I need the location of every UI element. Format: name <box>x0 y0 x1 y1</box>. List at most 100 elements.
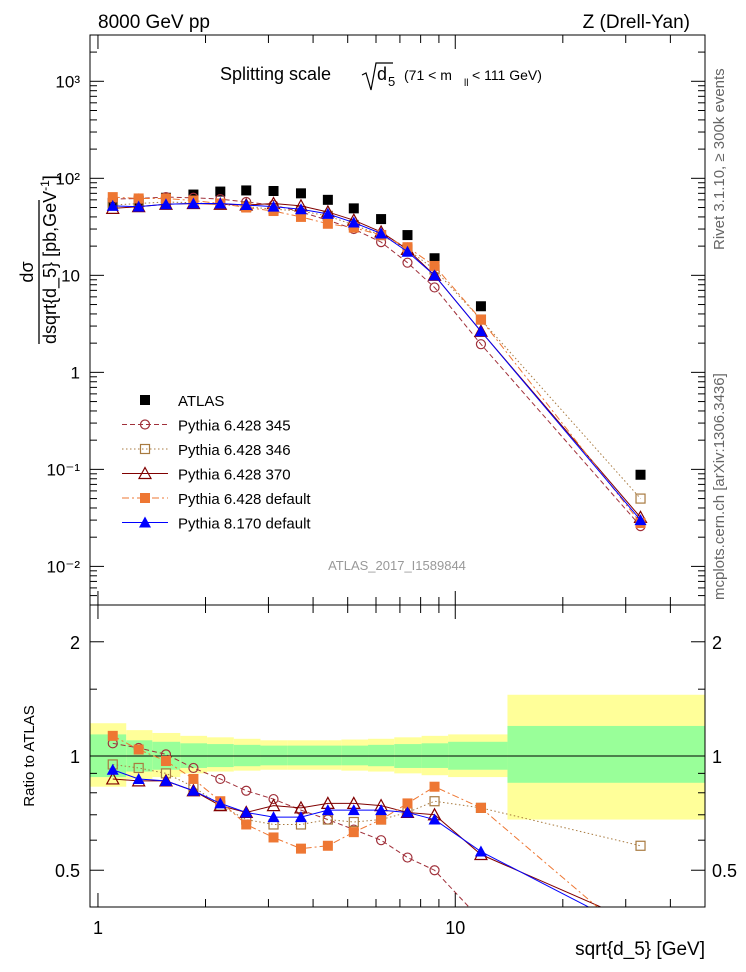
ratio-point <box>401 806 414 818</box>
ratio-point <box>376 814 387 825</box>
ratio-point <box>132 772 145 784</box>
main-point <box>429 282 440 293</box>
ratio-point <box>240 806 253 818</box>
ratio-plot-panel: 0.5 0.5 1 1 2 2 1 10 Ratio to ATLAS sqrt{d_5} … <box>21 604 737 960</box>
ratio-y-tick-label: 0.5 <box>55 861 80 881</box>
main-point <box>634 514 647 526</box>
x-axis-label: sqrt{d_5} [GeV] <box>575 939 705 960</box>
y-axis-label-numerator: dσ <box>17 261 37 282</box>
x-tick-label: 10 <box>445 918 465 938</box>
legend-marker <box>137 466 153 480</box>
main-point <box>132 200 145 212</box>
ratio-point <box>474 845 487 857</box>
x-axis: 1 10 <box>93 605 706 938</box>
legend-label: Pythia 8.170 default <box>178 516 311 533</box>
ratio-point <box>475 802 486 813</box>
main-point <box>159 198 172 210</box>
main-point <box>214 197 227 209</box>
main-point <box>106 199 119 211</box>
main-y-axis: 10⁻² 10⁻¹ 1 10 10² 10³ <box>46 34 705 606</box>
main-point <box>295 211 306 222</box>
ratio-band-inner <box>315 745 342 766</box>
legend-label: Pythia 6.428 346 <box>178 442 291 459</box>
header-process: Z (Drell-Yan) <box>583 12 690 33</box>
ratio-point <box>215 773 226 785</box>
ratio-point <box>214 797 227 809</box>
main-point <box>428 269 441 281</box>
y-axis-label: dσ dsqrt{d_5} [pb,GeV-1] <box>17 175 61 344</box>
ratio-point <box>348 827 359 838</box>
main-point <box>348 222 359 233</box>
ratio-point <box>133 762 144 774</box>
legend-marker <box>139 419 151 430</box>
main-point <box>475 339 487 350</box>
legend-label: Pythia 6.428 default <box>178 491 311 508</box>
ratio-point <box>268 832 279 843</box>
mcplots-label: mcplots.cern.ch [arXiv:1306.3436] <box>711 373 728 600</box>
main-point <box>215 186 226 197</box>
ratio-point <box>187 784 200 796</box>
ratio-point <box>266 798 281 812</box>
ratio-band-inner <box>287 745 316 766</box>
plot-title-variable-sub: 5 <box>388 74 395 89</box>
header-collision: 8000 GeV pp <box>98 12 210 33</box>
main-point <box>402 230 413 241</box>
ratio-point <box>268 793 279 805</box>
ratio-y-tick-label-right: 1 <box>712 747 722 767</box>
main-point <box>268 185 279 196</box>
main-point <box>402 257 413 268</box>
ratio-y-tick-label: 1 <box>70 747 80 767</box>
ratio-point <box>133 744 144 755</box>
main-series-line-4 <box>112 196 641 524</box>
main-point <box>635 469 646 480</box>
main-point <box>347 216 360 228</box>
main-y-tick-label: 10 <box>61 266 80 285</box>
main-point <box>241 185 252 196</box>
legend-item: ATLAS <box>140 393 224 410</box>
ratio-point <box>347 804 360 816</box>
ratio-point <box>429 865 440 876</box>
main-point <box>375 227 388 239</box>
ratio-band-inner <box>260 745 288 766</box>
ratio-y-tick-label: 2 <box>70 633 80 653</box>
ratio-series-line-1 <box>112 763 641 847</box>
ratio-point <box>241 819 252 830</box>
legend-marker <box>139 516 151 528</box>
main-y-tick-label: 10⁻¹ <box>46 460 80 479</box>
main-point <box>475 314 486 325</box>
main-point <box>294 203 307 215</box>
ratio-point <box>428 813 441 825</box>
plot-title-range-sub: ll <box>464 78 468 89</box>
main-point <box>133 193 144 204</box>
legend-label: Pythia 6.428 345 <box>178 418 291 435</box>
ratio-point <box>321 804 334 816</box>
legend-marker <box>140 493 150 503</box>
ratio-point <box>241 785 252 796</box>
ratio-point <box>160 756 171 767</box>
ratio-point <box>188 773 199 784</box>
main-y-tick-label: 1 <box>71 363 80 382</box>
main-point <box>267 200 280 212</box>
plot-title-variable: d <box>377 64 387 84</box>
main-point <box>295 188 306 199</box>
plot-title-range-post: < 111 GeV) <box>472 67 542 83</box>
ratio-band-inner <box>341 745 369 766</box>
ratio-uncertainty-bands <box>90 694 705 820</box>
ratio-point <box>294 811 307 823</box>
ratio-series-line-0 <box>112 742 470 907</box>
y-axis-label-denominator: dsqrt{d_5} [pb,GeV-1] <box>38 175 61 344</box>
main-point <box>475 301 486 312</box>
legend-label: ATLAS <box>178 393 224 410</box>
main-point <box>474 325 487 337</box>
ratio-y-axis-label: Ratio to ATLAS <box>21 705 38 806</box>
legend-label: Pythia 6.428 370 <box>178 467 291 484</box>
main-point <box>187 197 200 209</box>
main-point <box>635 493 646 504</box>
plot-title-main: Splitting scale <box>220 64 331 84</box>
ratio-point <box>159 774 172 786</box>
ratio-plot-area <box>105 730 646 907</box>
ratio-band-inner <box>507 725 705 783</box>
main-point <box>322 194 333 205</box>
main-y-tick-label: 10² <box>55 169 80 188</box>
main-point <box>321 207 334 219</box>
